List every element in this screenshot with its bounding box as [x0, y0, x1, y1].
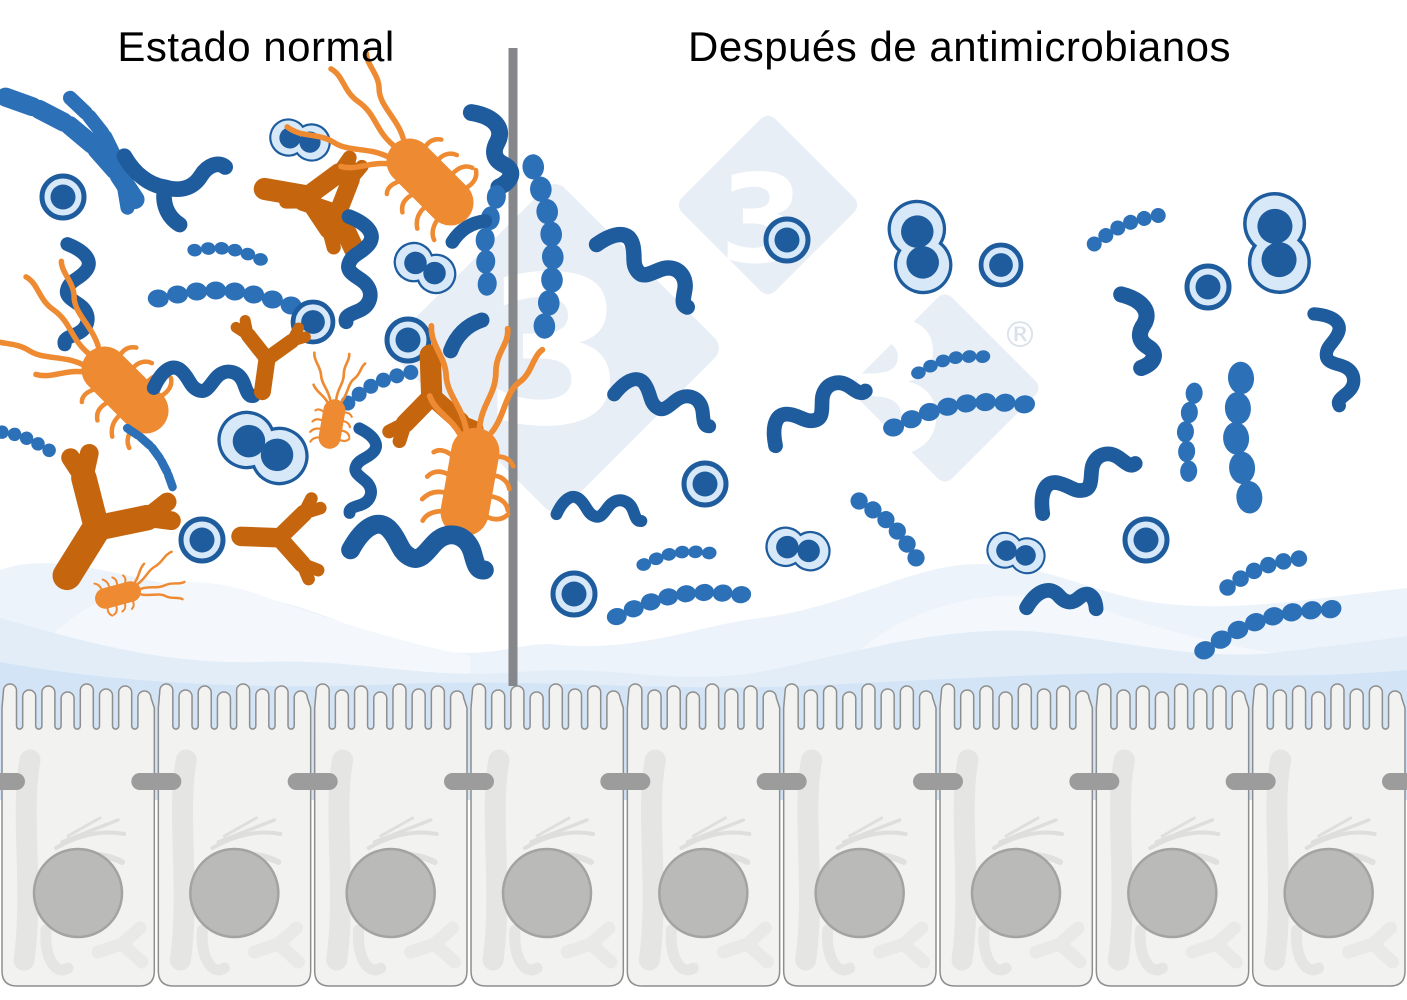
- epithelial-cell: [1, 683, 156, 987]
- watermark-digit: 3: [821, 282, 951, 500]
- left-panel-title: Estado normal: [117, 23, 395, 70]
- epithelial-cell: [313, 683, 468, 987]
- cell-organelle-y: [247, 921, 305, 969]
- cell-nucleus: [345, 847, 436, 939]
- tight-junction: [756, 773, 807, 790]
- diplo-bacterium: [1243, 192, 1310, 293]
- cell-nucleus: [1283, 847, 1374, 939]
- coccus-bacterium: [1187, 266, 1229, 308]
- tight-junction: [1069, 773, 1120, 790]
- cell-organelle-y: [1185, 921, 1243, 969]
- cell-nucleus: [658, 847, 749, 939]
- cell-nucleus: [814, 847, 905, 939]
- tight-junction: [600, 773, 651, 790]
- epithelial-cell: [157, 683, 312, 987]
- right-panel-title: Después de antimicrobianos: [688, 23, 1231, 70]
- tight-junction: [913, 773, 963, 790]
- coccus-bacterium: [553, 573, 595, 615]
- cell-organelle-y: [1029, 921, 1087, 969]
- cell-nucleus: [32, 847, 124, 939]
- coccus-bacterium: [1125, 519, 1167, 561]
- cell-nucleus: [970, 847, 1062, 939]
- tight-junction: [131, 773, 182, 790]
- cell-organelle-y: [1342, 921, 1400, 969]
- coccus-bacterium: [181, 519, 223, 561]
- tight-junction: [444, 773, 494, 790]
- epithelial-cell: [1251, 683, 1406, 987]
- registered-trademark-icon: ®: [1002, 315, 1038, 356]
- cell-nucleus: [189, 847, 280, 939]
- epithelial-cell: [939, 683, 1094, 987]
- cell-organelle-y: [91, 921, 149, 969]
- epithelial-cell: [782, 683, 937, 987]
- cell-organelles: [169, 749, 283, 976]
- cell-organelle-y: [404, 921, 462, 969]
- watermark-diamond-small: [678, 115, 858, 295]
- coccus-bacterium: [766, 219, 808, 261]
- cell-nucleus: [1127, 847, 1218, 939]
- epithelial-cell: [626, 683, 781, 987]
- cell-nucleus: [501, 847, 593, 939]
- tight-junction: [0, 773, 25, 790]
- cell-organelle-y: [716, 921, 774, 969]
- coccus-bacterium: [42, 176, 84, 218]
- tight-junction: [1382, 773, 1407, 790]
- tight-junction: [287, 773, 338, 790]
- cell-organelle-y: [873, 921, 931, 969]
- coccus-bacterium: [684, 463, 726, 505]
- panel-divider-line: [508, 48, 518, 686]
- tight-junction: [1225, 773, 1276, 790]
- epithelial-cell: [470, 683, 625, 987]
- epithelial-cell: [1095, 683, 1250, 987]
- cell-organelle-y: [560, 921, 618, 969]
- coccus-bacterium: [981, 245, 1021, 285]
- epithelium-layer: [0, 683, 1407, 987]
